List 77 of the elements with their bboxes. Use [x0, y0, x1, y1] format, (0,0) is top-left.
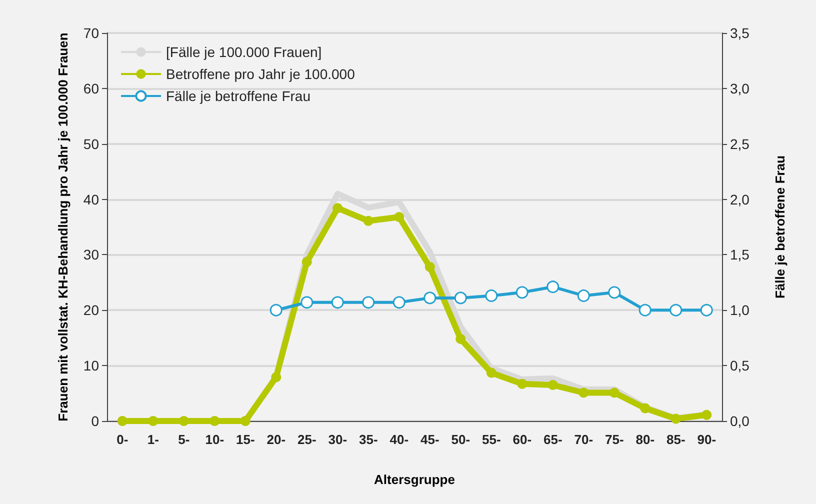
point — [424, 292, 436, 304]
point — [609, 388, 620, 398]
x-tick-label: 75- — [604, 432, 624, 447]
x-tick-label: 20- — [266, 432, 286, 447]
y-tick-label: 60 — [83, 80, 100, 96]
y2-tick-label: 2,0 — [730, 191, 750, 208]
point — [516, 286, 528, 299]
y-tick-label: 30 — [83, 246, 100, 263]
y-tick-label: 40 — [83, 191, 100, 208]
point — [240, 416, 250, 426]
point — [424, 262, 435, 272]
y2-tick-label: 3,0 — [730, 80, 750, 96]
point — [363, 216, 374, 226]
x-tick-label: 1- — [147, 432, 159, 447]
x-tick-label: 10- — [205, 432, 224, 447]
x-tick-label: 15- — [236, 432, 255, 447]
x-tick-label: 45- — [420, 432, 440, 447]
legend-label: Betroffene pro Jahr je 100.000 — [166, 66, 356, 82]
y2-tick-label: 2,5 — [730, 136, 750, 152]
x-tick-label: 60- — [512, 432, 532, 447]
point — [302, 256, 312, 267]
point — [486, 368, 496, 378]
x-tick-label: 90- — [697, 432, 716, 447]
point — [300, 296, 314, 309]
x-tick-label: 85- — [666, 432, 686, 447]
point — [394, 212, 404, 222]
point — [210, 416, 220, 426]
legend-label: [Fälle je 100.000 Frauen] — [166, 44, 322, 60]
x-tick-label: 65- — [543, 432, 562, 447]
point — [638, 304, 652, 316]
point — [702, 410, 712, 420]
point — [331, 296, 344, 309]
point — [578, 388, 589, 398]
y-axis-title: Frauen mit vollstat. KH-Behandlung pro Jahr je 100.000 Frauen — [56, 32, 70, 422]
point — [117, 416, 128, 426]
x-tick-label: 40- — [390, 432, 409, 447]
y-tick-label: 20 — [83, 302, 100, 318]
point — [454, 292, 467, 304]
y-tick-label: 10 — [83, 358, 100, 374]
point — [700, 304, 713, 316]
point — [332, 203, 343, 214]
point — [548, 380, 558, 390]
y2-axis-title: Fälle je betroffene Frau — [772, 155, 788, 299]
x-tick-label: 0- — [116, 432, 128, 447]
legend-label: Fälle je betroffene Frau — [166, 88, 310, 104]
x-tick-label: 30- — [328, 432, 348, 447]
y2-tick-label: 3,5 — [730, 25, 750, 41]
x-tick-label: 55- — [482, 432, 501, 447]
point — [577, 289, 590, 302]
point — [456, 334, 466, 344]
y-tick-label: 70 — [83, 25, 100, 41]
x-tick-label: 25- — [297, 432, 316, 447]
point — [485, 289, 498, 302]
point — [670, 304, 682, 316]
x-tick-label: 5- — [178, 432, 190, 447]
point — [270, 304, 282, 316]
x-tick-label: 50- — [451, 432, 470, 447]
point — [148, 416, 158, 426]
y2-tick-label: 1,5 — [730, 246, 750, 263]
point — [517, 378, 528, 389]
point — [670, 414, 681, 424]
point — [546, 280, 560, 294]
x-tick-label: 35- — [358, 432, 378, 447]
point — [271, 372, 282, 382]
x-tick-label: 80- — [636, 432, 655, 447]
point — [362, 296, 375, 309]
point — [392, 296, 406, 309]
y2-tick-label: 0,5 — [730, 358, 750, 374]
x-tick-label: 70- — [574, 432, 594, 447]
point — [608, 286, 621, 299]
x-axis-title: Altersgruppe — [374, 472, 455, 487]
y2-tick-label: 0,0 — [730, 413, 750, 429]
point — [640, 403, 650, 414]
y-tick-label: 0 — [91, 413, 100, 429]
y-tick-label: 50 — [83, 136, 100, 152]
y2-tick-label: 1,0 — [730, 302, 750, 318]
point — [178, 416, 189, 426]
